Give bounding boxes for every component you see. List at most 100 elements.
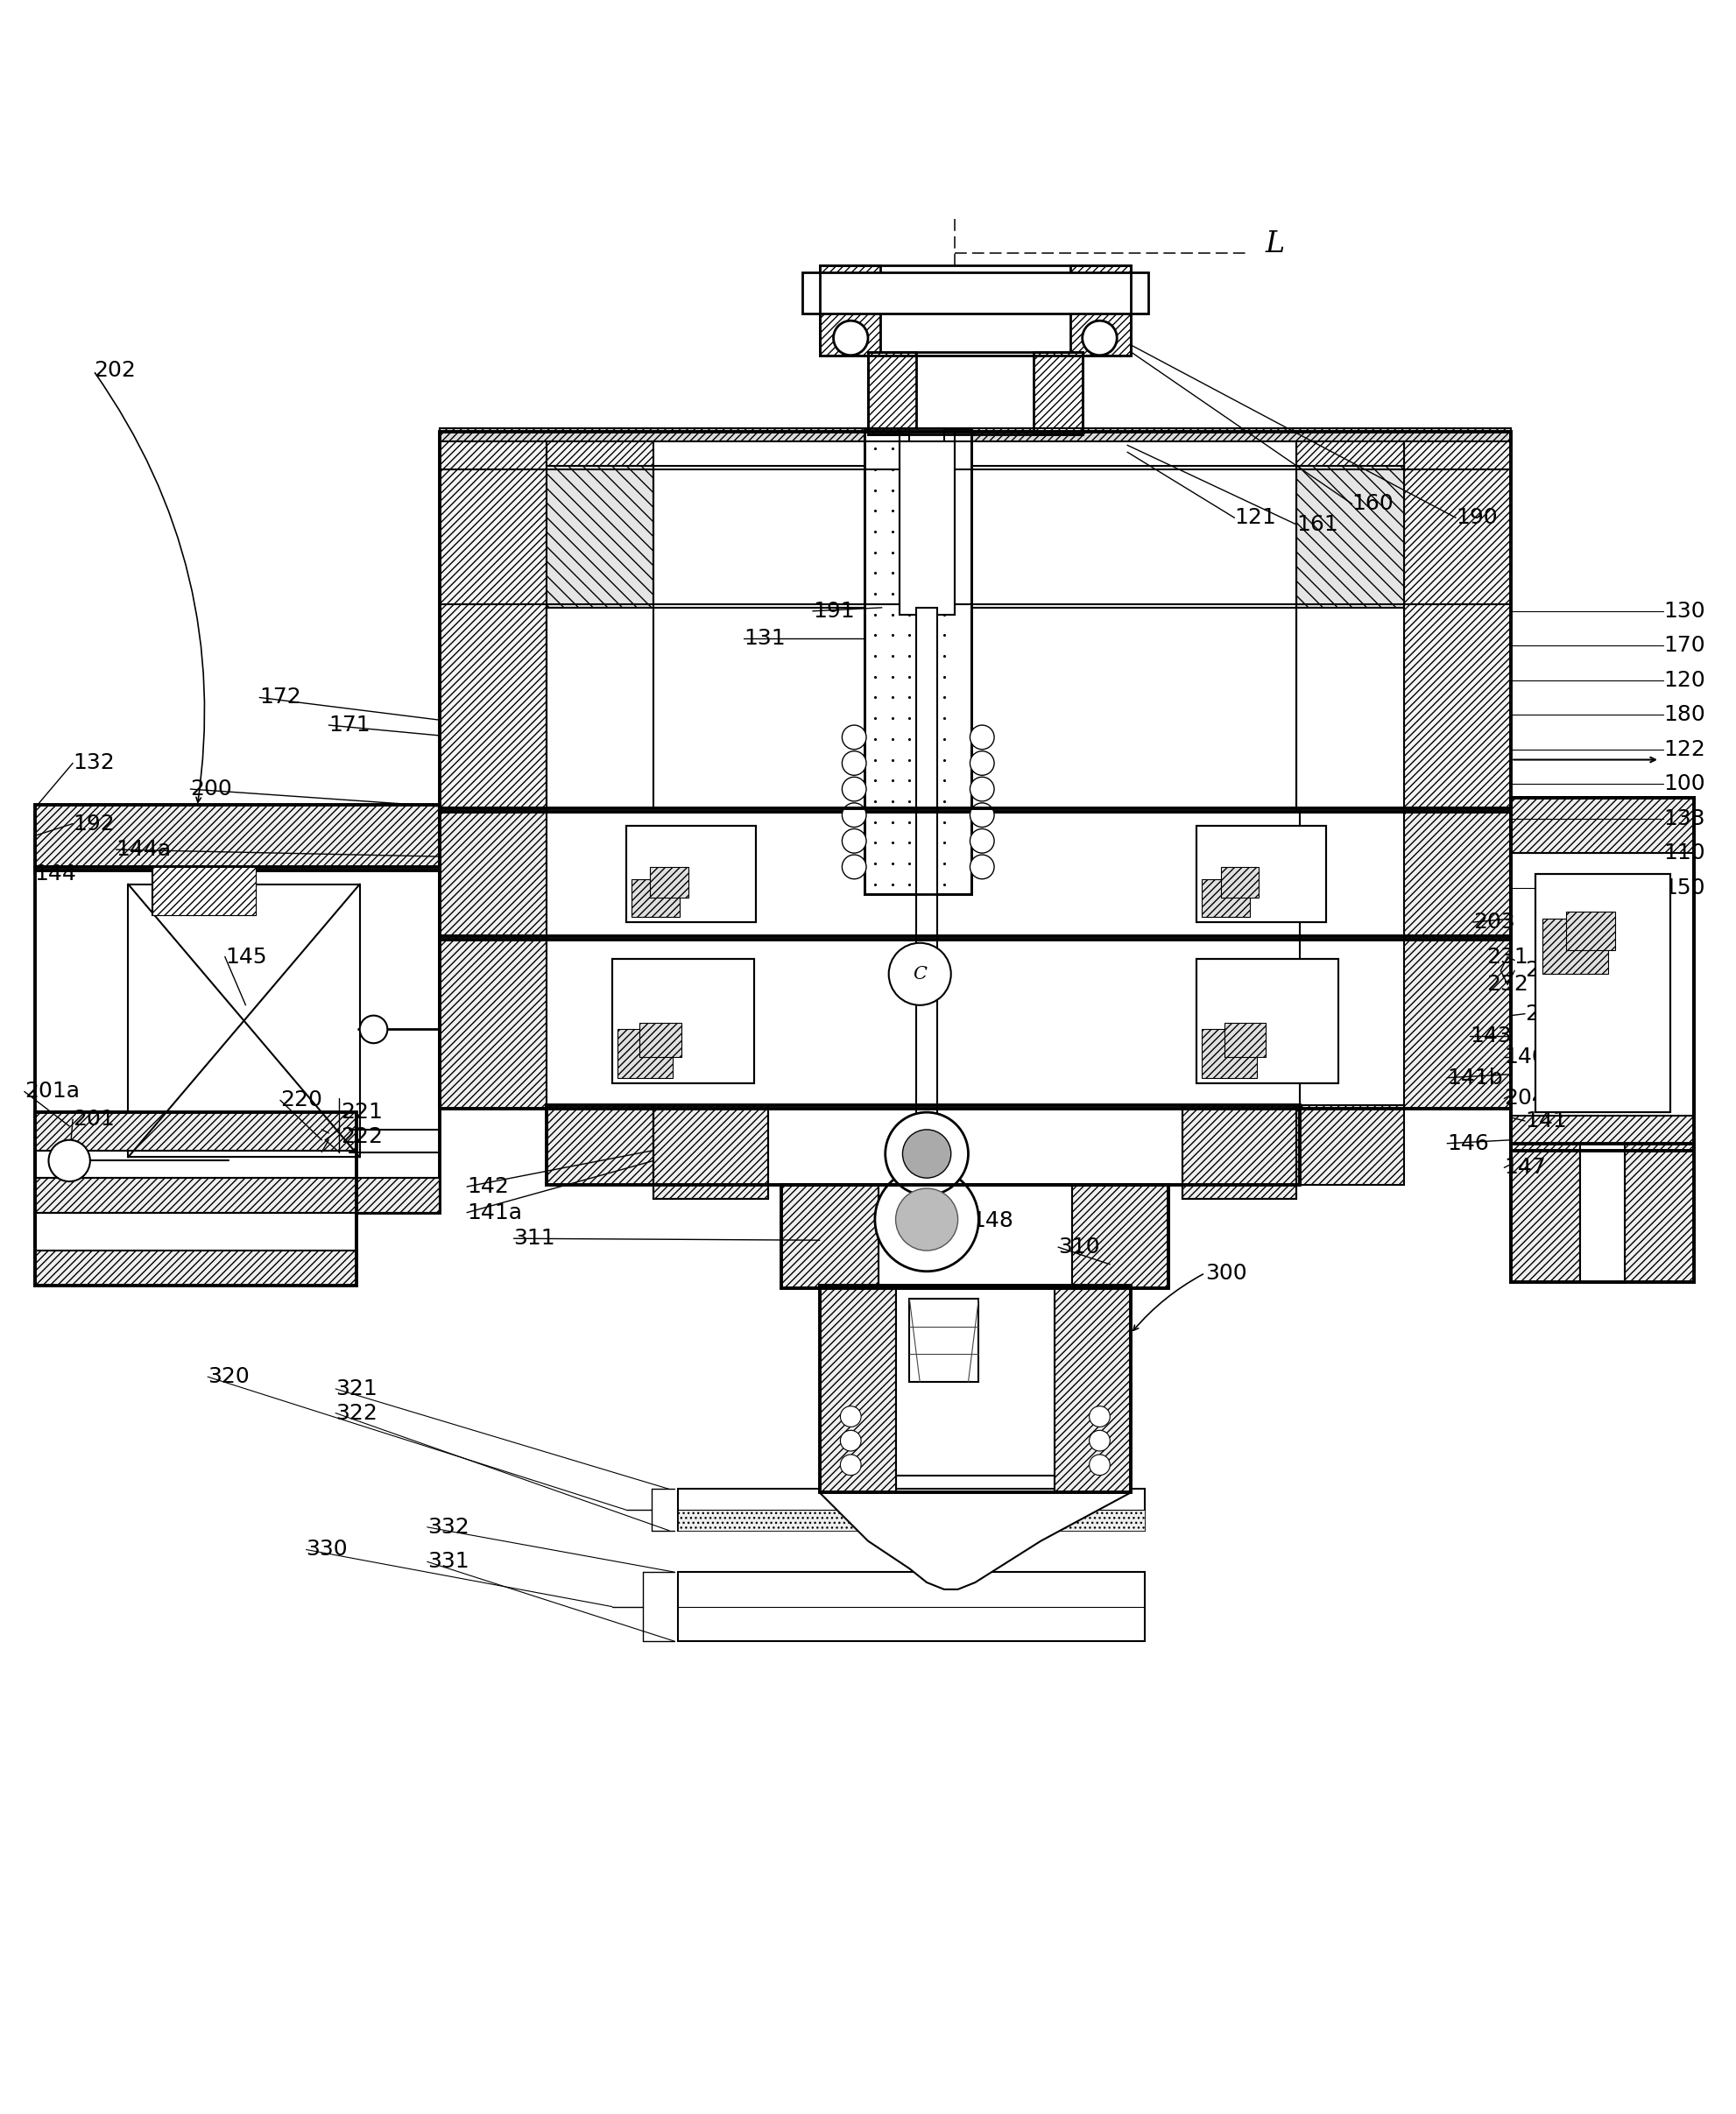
Bar [1510,1116,1694,1150]
Bar [654,431,1297,469]
Bar [654,465,1297,607]
Circle shape [970,829,995,854]
Circle shape [842,854,866,879]
Bar [439,427,1510,442]
Bar [917,607,937,1118]
Text: 121: 121 [1234,507,1276,528]
Bar [819,1285,1130,1492]
Circle shape [833,321,868,355]
Bar [1510,797,1694,1150]
Bar [651,867,687,898]
Bar [35,805,439,871]
Text: 201a: 201a [24,1080,80,1101]
Circle shape [970,803,995,827]
Text: 172: 172 [259,687,302,708]
Bar [35,1112,356,1285]
Text: 131: 131 [743,628,785,649]
Circle shape [970,778,995,801]
Bar [1297,1106,1404,1186]
Bar [1055,1285,1130,1492]
Bar [35,867,439,1213]
Bar [654,607,1297,812]
Text: 161: 161 [1297,514,1338,535]
Text: 132: 132 [73,753,115,774]
Bar [677,1488,1144,1531]
Bar [1224,1023,1266,1057]
Bar [910,427,944,446]
Text: 143: 143 [1470,1025,1512,1046]
Text: 221: 221 [340,1101,382,1123]
Bar [35,1112,356,1285]
Text: 144a: 144a [116,839,172,860]
Text: 300: 300 [1205,1262,1246,1283]
Bar [128,884,359,1156]
Text: 231: 231 [1486,947,1529,968]
Bar [917,351,1035,435]
Circle shape [49,1139,90,1182]
Circle shape [840,1406,861,1427]
Bar [677,1573,1144,1640]
Bar [1535,873,1670,1112]
Bar [896,1290,1055,1476]
Circle shape [359,1015,387,1042]
Bar [880,266,1071,355]
Bar [781,1186,878,1290]
Bar [439,808,547,939]
Bar [910,1298,979,1383]
Bar [781,1186,1168,1290]
Text: 144: 144 [35,863,76,884]
Text: 142: 142 [467,1175,509,1197]
Bar [153,867,255,915]
Text: 171: 171 [328,715,370,736]
Bar [547,1106,654,1186]
Circle shape [903,1129,951,1177]
Text: 230: 230 [1524,960,1566,981]
Bar [547,607,654,812]
Bar [632,879,679,917]
Bar [613,958,753,1082]
Bar [439,427,1510,442]
Bar [1297,607,1404,812]
Bar [1510,797,1694,1150]
Bar [1625,1144,1694,1281]
Text: 191: 191 [812,600,854,622]
Bar [896,1285,1055,1492]
Bar [878,1186,1073,1290]
Bar [1404,808,1510,939]
Text: 190: 190 [1457,507,1498,528]
Text: 331: 331 [427,1552,469,1573]
Text: L: L [1266,230,1285,258]
Bar [439,937,1510,1110]
Bar [1035,351,1082,435]
Bar [35,1177,439,1213]
Bar [547,431,654,469]
Bar [613,958,753,1082]
Text: C: C [913,966,927,983]
Circle shape [1088,1454,1109,1476]
Circle shape [970,750,995,776]
Bar [439,937,547,1110]
Circle shape [896,1188,958,1251]
Bar [1182,1106,1297,1199]
Text: 122: 122 [1663,738,1705,759]
Text: 311: 311 [514,1228,556,1249]
Bar [654,1106,1297,1186]
Bar [868,351,917,435]
Bar [654,1106,767,1199]
Text: 170: 170 [1663,634,1705,655]
Bar [1580,1144,1625,1281]
Circle shape [1088,1406,1109,1427]
Bar [641,1023,681,1057]
Bar [35,805,439,871]
Circle shape [970,854,995,879]
Text: 200: 200 [191,778,233,799]
Bar [819,266,1130,355]
Text: 201: 201 [73,1108,115,1129]
Bar [618,1030,672,1078]
Text: 332: 332 [427,1516,469,1537]
Bar [677,1509,1144,1531]
Bar [153,867,255,915]
Bar [35,1112,356,1150]
Bar [439,431,547,812]
Text: 141a: 141a [467,1203,523,1224]
